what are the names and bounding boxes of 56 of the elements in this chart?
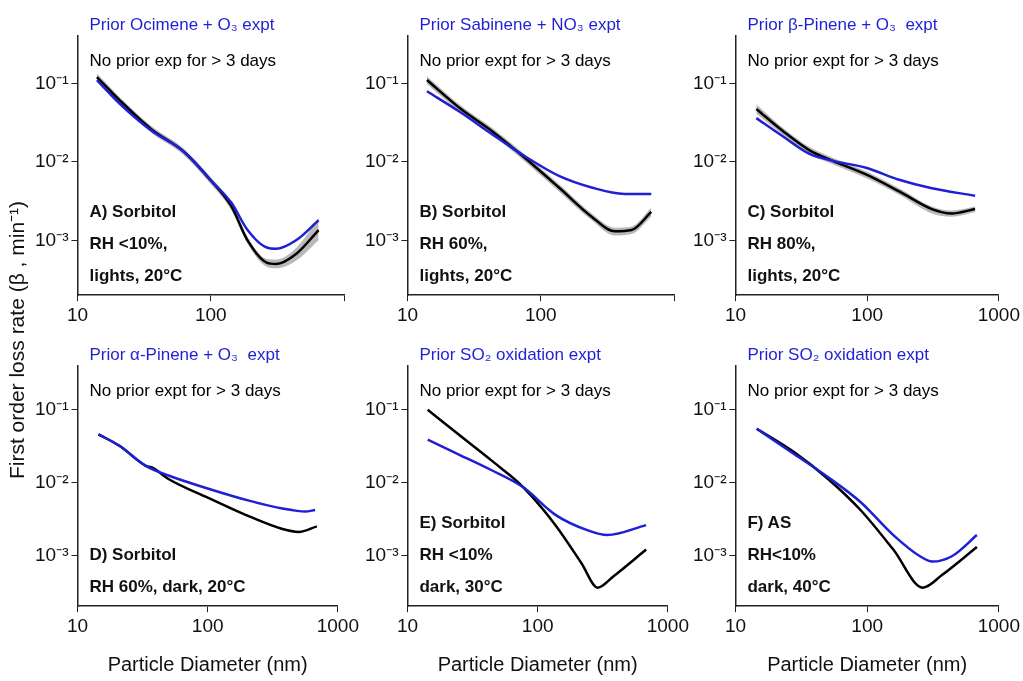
x-tick-label: 10: [66, 303, 89, 325]
text: Prior Ocimene + O₃ expt: [89, 15, 275, 34]
y-tick-label: 10⁻³: [34, 543, 69, 565]
x-tick-label: 10: [396, 303, 419, 325]
annotation: D) Sorbitol RH 60%, dark, 20°C: [89, 545, 246, 597]
x-tick-label: 1000: [977, 303, 1021, 325]
series-label: No prior expt for > 3 days: [747, 381, 939, 400]
series-label: No prior exp for > 3 days: [89, 51, 277, 70]
x-axis-title: Particle Diameter (nm): [767, 652, 968, 675]
x-tick-label: 100: [194, 303, 227, 325]
text: Prior SO₂ oxidation expt: [419, 345, 602, 364]
x-axis-title: Particle Diameter (nm): [437, 652, 638, 675]
y-tick-label: 10⁻³: [364, 228, 399, 250]
y-axis-title: First order loss rate (β , min⁻¹): [4, 200, 29, 480]
y-tick-label: 10⁻³: [364, 543, 399, 565]
x-tick-label: 1000: [977, 614, 1021, 636]
annotation: C) Sorbitol RH 80%, lights, 20°C: [747, 202, 841, 286]
x-tick-label: 10: [66, 614, 89, 636]
text: No prior expt for > 3 days: [89, 381, 281, 400]
annotation: A) Sorbitol RH <10%, lights, 20°C: [89, 202, 183, 286]
y-tick-label: 10⁻¹: [34, 398, 69, 420]
x-tick-label: 1000: [646, 614, 690, 636]
y-tick-label: 10⁻¹: [692, 398, 727, 420]
x-axis-title: Particle Diameter (nm): [107, 652, 308, 675]
annotation: F) AS RH<10% dark, 40°C: [747, 513, 831, 597]
y-tick-label: 10⁻²: [692, 150, 727, 172]
y-tick-label: 10⁻³: [692, 543, 727, 565]
y-tick-label: 10⁻¹: [34, 71, 69, 93]
x-tick-label: 10: [724, 303, 747, 325]
text: Prior SO₂ oxidation expt: [747, 345, 930, 364]
y-tick-label: 10⁻²: [34, 150, 69, 172]
annotation: B) Sorbitol RH 60%, lights, 20°C: [419, 202, 513, 286]
y-tick-label: 10⁻³: [34, 228, 69, 250]
y-tick-label: 10⁻²: [364, 470, 399, 492]
x-tick-label: 100: [524, 303, 557, 325]
y-tick-label: 10⁻³: [692, 228, 727, 250]
x-tick-label: 100: [521, 614, 554, 636]
series-label: No prior expt for > 3 days: [419, 381, 611, 400]
text: Prior α-Pinene + O₃ expt: [89, 345, 280, 364]
y-tick-label: 10⁻²: [364, 150, 399, 172]
x-tick-label: 10: [396, 614, 419, 636]
x-tick-label: 100: [191, 614, 224, 636]
x-tick-label: 100: [851, 303, 884, 325]
y-tick-label: 10⁻²: [34, 470, 69, 492]
text: Prior Sabinene + NO₃ expt: [419, 15, 621, 34]
annotation: E) Sorbitol RH <10% dark, 30°C: [419, 513, 506, 597]
text: Prior β-Pinene + O₃ expt: [747, 15, 938, 34]
x-tick-label: 1000: [316, 614, 360, 636]
y-tick-label: 10⁻¹: [364, 398, 399, 420]
text: No prior expt for > 3 days: [747, 51, 939, 70]
series-label: No prior expt for > 3 days: [419, 51, 611, 70]
y-tick-label: 10⁻¹: [364, 71, 399, 93]
x-tick-label: 10: [724, 614, 747, 636]
x-tick-label: 100: [851, 614, 884, 636]
y-tick-label: 10⁻¹: [692, 71, 727, 93]
y-tick-label: 10⁻²: [692, 470, 727, 492]
